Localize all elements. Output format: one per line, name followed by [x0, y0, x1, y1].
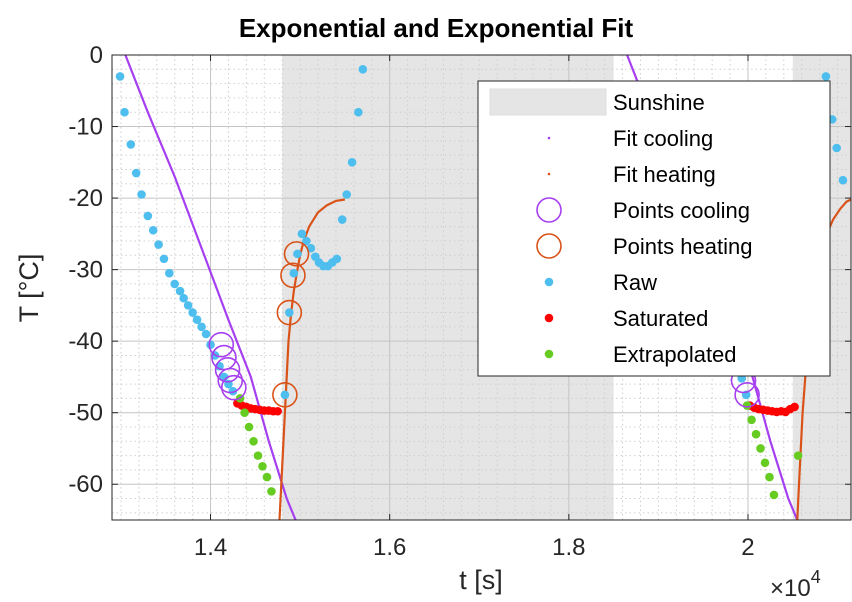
points-heating-marker — [276, 299, 303, 326]
extrapolated-point — [742, 401, 752, 410]
legend-swatch-extrapolated — [544, 349, 554, 359]
raw-point — [159, 254, 169, 264]
raw-point — [838, 175, 848, 185]
raw-point — [289, 268, 299, 278]
x-exponent-power: 4 — [811, 567, 821, 587]
extrapolated-point — [769, 490, 779, 500]
raw-point — [228, 386, 238, 396]
raw-point — [332, 254, 342, 264]
points-cooling-marker — [214, 356, 241, 383]
raw-point — [170, 279, 180, 289]
raw-point — [337, 215, 347, 224]
y-tick-label: -60 — [68, 471, 103, 498]
legend-swatch-points-cooling — [536, 197, 562, 223]
y-tick-label: -40 — [68, 328, 103, 355]
y-tick-label: 0 — [90, 42, 103, 69]
legend-label-fit-cooling: Fit cooling — [613, 126, 713, 151]
y-axis-label: T [°C] — [14, 254, 44, 323]
points-heating-marker — [280, 262, 306, 289]
raw-point — [165, 268, 174, 278]
raw-point — [302, 236, 311, 246]
extrapolated-point — [747, 415, 756, 425]
chart-title: Exponential and Exponential Fit — [239, 13, 634, 43]
extrapolated-point — [253, 451, 263, 460]
x-tick-label: 1.6 — [373, 534, 406, 561]
legend-label-raw: Raw — [613, 270, 657, 295]
raw-point — [179, 293, 188, 303]
extrapolated-point — [249, 437, 258, 446]
raw-point — [183, 301, 193, 310]
x-tick-label: 2 — [741, 534, 754, 561]
raw-point — [126, 140, 136, 149]
legend-swatch-saturated — [544, 313, 554, 323]
legend-label-fit-heating: Fit heating — [613, 162, 716, 187]
legend-swatch-points-heating — [536, 233, 562, 259]
raw-point — [192, 315, 202, 324]
raw-point — [154, 240, 163, 249]
raw-point — [143, 211, 153, 221]
y-tick-label: -30 — [68, 257, 103, 284]
raw-point — [201, 329, 211, 339]
y-tick-label: -50 — [68, 400, 103, 427]
legend-box — [477, 80, 831, 377]
legend-swatch-fit-heating — [547, 172, 551, 176]
raw-point — [832, 143, 841, 153]
fit-heating-line-1 — [278, 198, 346, 520]
raw-point — [206, 340, 215, 350]
saturated-point — [273, 406, 283, 416]
legend: Sunshine Fit cooling Fit heating Points coo… — [477, 80, 831, 377]
extrapolated-point — [756, 444, 765, 453]
raw-point — [137, 190, 146, 199]
raw-point — [293, 249, 302, 259]
axes-box — [111, 54, 852, 521]
points-heating-marker — [272, 382, 298, 408]
points-cooling-marker — [208, 331, 235, 358]
legend-label-sunshine: Sunshine — [613, 90, 705, 115]
extrapolated-point — [244, 422, 254, 432]
raw-point — [342, 190, 351, 199]
raw-point — [354, 107, 363, 117]
raw-point — [120, 107, 129, 117]
points-cooling-marker — [734, 382, 760, 408]
extrapolated-point — [240, 408, 249, 417]
extrapolated-point — [760, 458, 770, 468]
extrapolated-point — [267, 487, 276, 496]
extrapolated-point — [751, 429, 761, 439]
extrapolated-point — [793, 451, 803, 460]
raw-point — [115, 72, 125, 81]
x-tick-label: 1.8 — [552, 534, 585, 561]
legend-label-saturated: Saturated — [613, 306, 708, 331]
raw-point — [347, 158, 357, 167]
y-tick-label: -20 — [68, 185, 103, 212]
y-tick-label: -10 — [68, 114, 103, 141]
legend-swatch-fit-cooling — [547, 136, 551, 140]
raw-point — [297, 229, 307, 239]
raw-point — [280, 390, 290, 400]
points-cooling-marker — [217, 367, 244, 394]
raw-point — [175, 286, 185, 296]
raw-point — [285, 308, 294, 317]
raw-point — [358, 65, 368, 74]
legend-label-points-cooling: Points cooling — [613, 198, 750, 223]
extrapolated-point — [765, 472, 774, 482]
raw-point — [148, 225, 158, 235]
extrapolated-point — [262, 472, 272, 482]
x-tick-label: 1.4 — [194, 534, 227, 561]
x-exponent-label: ×104 — [770, 567, 821, 602]
saturated-point — [790, 402, 799, 412]
raw-point — [821, 72, 831, 81]
points-cooling-marker — [221, 374, 247, 401]
legend-label-extrapolated: Extrapolated — [613, 342, 737, 367]
raw-point — [188, 308, 197, 317]
raw-point — [197, 322, 206, 332]
extrapolated-point — [258, 462, 267, 471]
legend-label-points-heating: Points heating — [613, 234, 752, 259]
legend-swatch-sunshine — [489, 88, 607, 116]
points-heating-marker — [283, 241, 310, 267]
x-axis-label: t [s] — [459, 565, 503, 595]
legend-swatch-raw — [544, 277, 554, 287]
raw-point — [131, 168, 141, 178]
